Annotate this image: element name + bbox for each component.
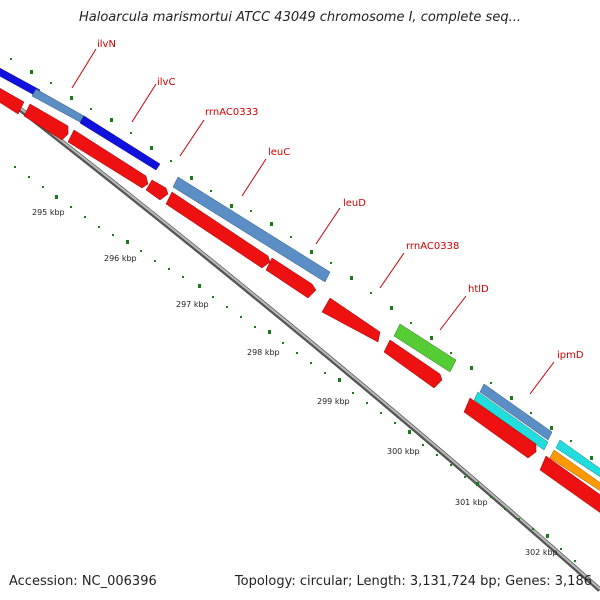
orange-feature[interactable]: [549, 449, 600, 492]
gene-label-rrnAC0338[interactable]: rrnAC0338: [406, 241, 459, 252]
accession-text: Accession: NC_006396: [9, 574, 157, 589]
gene-label-ilvC[interactable]: ilvC: [157, 77, 175, 88]
gene-ipmD-feature[interactable]: [479, 383, 553, 441]
scale-label: 300 kbp: [387, 447, 420, 456]
scale-label: 298 kbp: [247, 348, 280, 357]
outer-tick-row: [10, 58, 593, 460]
map-title: Haloarcula marismortui ATCC 43049 chromo…: [79, 10, 521, 25]
feature-track-cds: [0, 86, 600, 514]
scale-label: 296 kbp: [104, 254, 137, 263]
cds-6[interactable]: [265, 257, 317, 299]
cyan-feature-end[interactable]: [555, 439, 600, 478]
scale-label: 301 kbp: [455, 498, 488, 507]
scale-label: 302 kbp: [525, 548, 558, 557]
cds-4[interactable]: [145, 179, 169, 201]
cds-1[interactable]: [0, 86, 25, 115]
label-leaders: [71, 48, 555, 395]
scale-labels: 295 kbp 296 kbp 297 kbp 298 kbp 299 kbp …: [32, 208, 558, 557]
inner-tick-row: [14, 166, 576, 562]
scale-label: 299 kbp: [317, 397, 350, 406]
genome-summary-text: Topology: circular; Length: 3,131,724 bp…: [234, 574, 592, 589]
cds-10[interactable]: [539, 455, 600, 514]
gene-label-ilvN[interactable]: ilvN: [97, 39, 116, 50]
gene-leuC-feature[interactable]: [172, 176, 331, 283]
gene-label-leuC[interactable]: leuC: [268, 147, 290, 158]
scale-ticks: [10, 58, 593, 562]
gene-label-leuD[interactable]: leuD: [343, 198, 366, 209]
gene-ipmD-feature-b[interactable]: [473, 391, 549, 451]
gene-htlD-feature[interactable]: [393, 323, 457, 373]
cds-5[interactable]: [165, 191, 271, 269]
scale-label: 295 kbp: [32, 208, 65, 217]
cds-3[interactable]: [67, 129, 149, 189]
cds-8[interactable]: [383, 339, 443, 389]
gene-labels: ilvN ilvC rrnAC0333 leuC leuD rrnAC0338 …: [97, 39, 584, 361]
gene-label-ipmD[interactable]: ipmD: [557, 350, 584, 361]
scale-label: 297 kbp: [176, 300, 209, 309]
gene-label-htlD[interactable]: htlD: [468, 284, 489, 295]
gene-label-rrnAC0333[interactable]: rrnAC0333: [205, 107, 258, 118]
backbone: [0, 90, 600, 592]
gene-ilvC-feature-b[interactable]: [79, 115, 161, 171]
feature-track-outer: [0, 67, 600, 492]
cds-9[interactable]: [463, 397, 537, 459]
cds-2[interactable]: [23, 103, 69, 141]
cds-7[interactable]: [321, 297, 381, 343]
gene-ilvC-feature[interactable]: [31, 88, 85, 123]
